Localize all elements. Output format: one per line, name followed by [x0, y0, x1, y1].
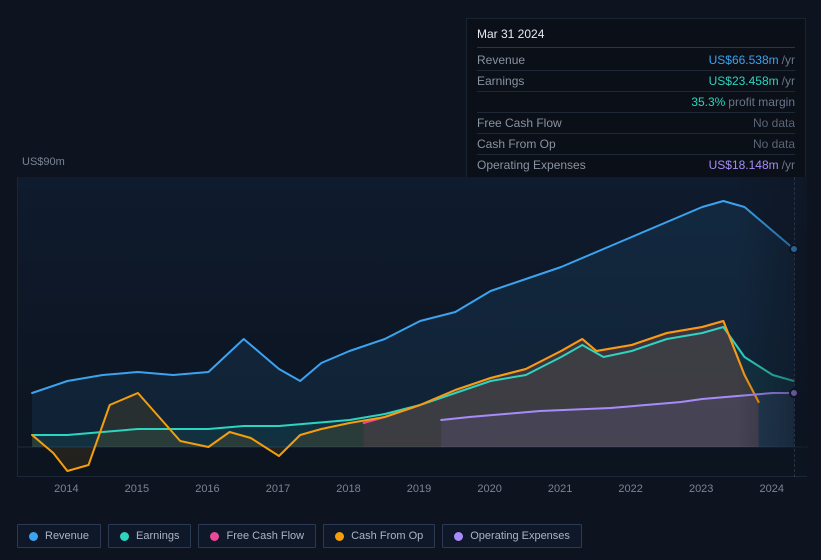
- tooltip-row: Cash From Op No data: [477, 134, 795, 155]
- x-tick-label: 2019: [407, 483, 431, 495]
- tooltip-row-label: Earnings: [477, 72, 524, 90]
- x-tick-label: 2016: [195, 483, 219, 495]
- x-tick-label: 2021: [548, 483, 572, 495]
- tooltip-row-value: US$66.538m/yr: [709, 51, 795, 69]
- legend-dot-icon: [120, 532, 129, 541]
- legend-label: Cash From Op: [351, 530, 423, 542]
- legend-label: Revenue: [45, 530, 89, 542]
- x-tick-label: 2020: [477, 483, 501, 495]
- tooltip-row-value: No data: [753, 114, 795, 132]
- x-tick-label: 2024: [759, 483, 783, 495]
- data-marker: [789, 244, 799, 254]
- legend-item-free-cash-flow[interactable]: Free Cash Flow: [198, 524, 316, 548]
- legend-dot-icon: [454, 532, 463, 541]
- x-axis: 2014 2015 2016 2017 2018 2019 2020 2021 2022 2023…: [17, 483, 807, 503]
- legend-dot-icon: [210, 532, 219, 541]
- x-tick-label: 2017: [266, 483, 290, 495]
- x-tick-label: 2023: [689, 483, 713, 495]
- x-tick-label: 2014: [54, 483, 78, 495]
- chart-plot-area[interactable]: [17, 177, 807, 477]
- hover-guideline: [794, 177, 795, 477]
- tooltip-row-value: 35.3%profit margin: [691, 93, 795, 111]
- chart-svg: [18, 177, 808, 477]
- legend-item-cash-from-op[interactable]: Cash From Op: [323, 524, 435, 548]
- tooltip-row: 35.3%profit margin: [477, 92, 795, 113]
- x-tick-label: 2015: [125, 483, 149, 495]
- legend-item-earnings[interactable]: Earnings: [108, 524, 191, 548]
- legend-item-operating-expenses[interactable]: Operating Expenses: [442, 524, 582, 548]
- y-tick-label: US$90m: [22, 156, 65, 168]
- data-marker: [789, 388, 799, 398]
- chart-legend: Revenue Earnings Free Cash Flow Cash From O…: [17, 524, 582, 548]
- tooltip-row: Free Cash Flow No data: [477, 113, 795, 134]
- legend-label: Earnings: [136, 530, 179, 542]
- tooltip-row-label: Free Cash Flow: [477, 114, 562, 132]
- x-tick-label: 2018: [336, 483, 360, 495]
- tooltip-row: Earnings US$23.458m/yr: [477, 71, 795, 92]
- financials-chart: US$90m US$0 -US$10m 20142015201620172018…: [0, 155, 821, 505]
- legend-item-revenue[interactable]: Revenue: [17, 524, 101, 548]
- tooltip-row-label: Revenue: [477, 51, 525, 69]
- tooltip-row-value: US$23.458m/yr: [709, 72, 795, 90]
- tooltip-date: Mar 31 2024: [477, 25, 795, 48]
- x-tick-label: 2022: [618, 483, 642, 495]
- legend-label: Free Cash Flow: [226, 530, 304, 542]
- tooltip-row-value: No data: [753, 135, 795, 153]
- legend-dot-icon: [29, 532, 38, 541]
- tooltip-row: Revenue US$66.538m/yr: [477, 50, 795, 71]
- tooltip-row-label: Cash From Op: [477, 135, 556, 153]
- legend-dot-icon: [335, 532, 344, 541]
- legend-label: Operating Expenses: [470, 530, 570, 542]
